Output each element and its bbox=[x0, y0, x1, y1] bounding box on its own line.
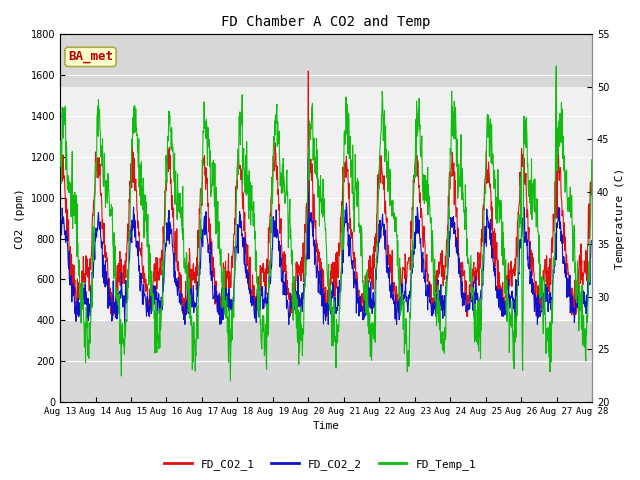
Bar bbox=[60, 320, 592, 402]
Bar bbox=[60, 35, 592, 87]
Y-axis label: CO2 (ppm): CO2 (ppm) bbox=[15, 188, 25, 249]
Title: FD Chamber A CO2 and Temp: FD Chamber A CO2 and Temp bbox=[221, 15, 431, 29]
Text: BA_met: BA_met bbox=[68, 50, 113, 63]
X-axis label: Time: Time bbox=[312, 421, 340, 432]
Legend: FD_CO2_1, FD_CO2_2, FD_Temp_1: FD_CO2_1, FD_CO2_2, FD_Temp_1 bbox=[159, 455, 481, 474]
Y-axis label: Temperature (C): Temperature (C) bbox=[615, 168, 625, 269]
